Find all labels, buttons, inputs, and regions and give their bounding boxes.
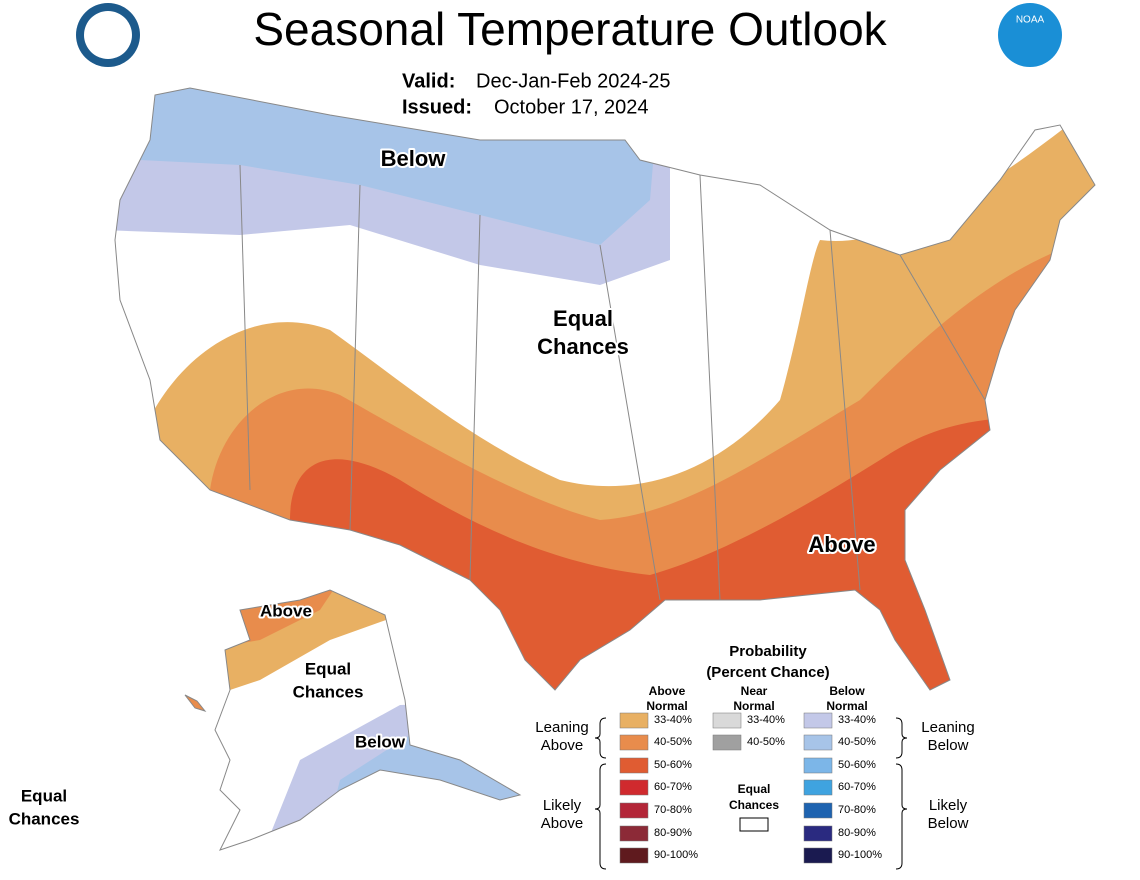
legend-group-label: Below	[928, 737, 969, 754]
legend-braces	[594, 717, 908, 870]
legend-group-label: Likely	[929, 797, 968, 814]
commerce-seal-inner	[84, 11, 132, 59]
legend-label: 70-80%	[654, 804, 692, 816]
legend-swatch-equal	[739, 817, 769, 832]
region-label: Equal	[21, 786, 67, 805]
legend-label: 40-50%	[654, 736, 692, 748]
legend-swatch	[803, 757, 833, 774]
legend-label: 60-70%	[838, 781, 876, 793]
legend-label: 33-40%	[838, 714, 876, 726]
title: Seasonal Temperature Outlook	[253, 3, 887, 55]
legend-swatch	[803, 802, 833, 819]
issued-label: Issued:	[402, 96, 472, 118]
legend-swatch	[712, 712, 742, 729]
legend-swatch	[803, 847, 833, 864]
conus-fill	[115, 88, 1095, 690]
legend-swatch	[803, 734, 833, 751]
legend-label: 40-50%	[838, 736, 876, 748]
legend-label: 50-60%	[654, 759, 692, 771]
legend-swatch	[619, 847, 649, 864]
legend-equal-label: Equal	[738, 782, 771, 796]
legend-title: Probability	[729, 643, 807, 660]
legend-column-header: Normal	[733, 699, 774, 713]
map-labels: Below Equal Chances Above Above Equal Chances B…	[7, 144, 878, 831]
alaska-island	[184, 694, 207, 712]
legend: Probability(Percent Chance)AboveNormal33…	[535, 643, 975, 864]
region-label: Chances	[293, 682, 364, 701]
legend-swatch	[619, 734, 649, 751]
valid: Dec-Jan-Feb 2024-25	[476, 70, 671, 92]
region-label: Above	[808, 532, 875, 557]
region-label: Chances	[9, 809, 80, 828]
legend-label: 90-100%	[654, 849, 698, 861]
region-label: Below	[381, 146, 447, 171]
legend-label: 60-70%	[654, 781, 692, 793]
legend-title: (Percent Chance)	[706, 664, 829, 681]
noaa-logo-text: NOAA	[1016, 15, 1045, 26]
region-label: Above	[260, 601, 312, 620]
legend-swatch	[803, 825, 833, 842]
legend-group-label: Above	[541, 737, 584, 754]
legend-equal-label: Chances	[729, 798, 779, 812]
region-label: Below	[355, 732, 406, 751]
legend-swatch	[619, 825, 649, 842]
state-borders	[239, 164, 986, 601]
legend-label: 33-40%	[654, 714, 692, 726]
legend-group-label: Leaning	[535, 719, 588, 736]
legend-label: 50-60%	[838, 759, 876, 771]
legend-label: 33-40%	[747, 714, 785, 726]
region-label: Equal	[305, 659, 351, 678]
valid-label: Valid:	[402, 70, 455, 92]
legend-label: 80-90%	[654, 827, 692, 839]
noaa-logo	[998, 3, 1062, 67]
legend-group-label: Leaning	[921, 719, 974, 736]
legend-swatch	[619, 757, 649, 774]
legend-swatch	[619, 802, 649, 819]
legend-column-header: Above	[649, 684, 686, 698]
legend-group-label: Likely	[543, 797, 582, 814]
legend-group-label: Above	[541, 815, 584, 832]
legend-swatch	[803, 712, 833, 729]
issued: October 17, 2024	[494, 96, 649, 118]
legend-column-header: Below	[829, 684, 865, 698]
legend-swatch	[619, 779, 649, 796]
region-label: Chances	[537, 334, 629, 359]
legend-label: 70-80%	[838, 804, 876, 816]
legend-column-header: Normal	[826, 699, 867, 713]
legend-swatch	[712, 734, 742, 751]
alaska-fill	[215, 590, 520, 850]
legend-label: 40-50%	[747, 736, 785, 748]
legend-column-header: Normal	[646, 699, 687, 713]
region-label: Equal	[553, 306, 613, 331]
legend-swatch	[619, 712, 649, 729]
legend-swatch	[803, 779, 833, 796]
legend-label: 90-100%	[838, 849, 882, 861]
legend-group-label: Below	[928, 815, 969, 832]
legend-column-header: Near	[741, 684, 768, 698]
legend-label: 80-90%	[838, 827, 876, 839]
